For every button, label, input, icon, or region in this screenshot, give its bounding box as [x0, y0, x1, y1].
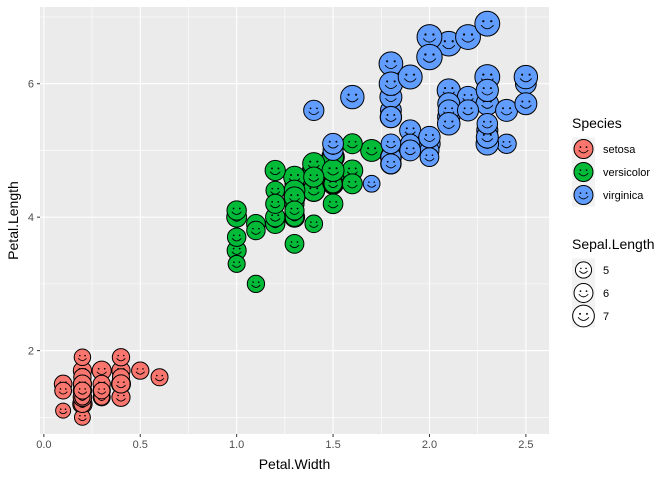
data-point-virginica [399, 139, 422, 162]
y-tick-label: 4 [28, 212, 34, 224]
data-point-versicolor [322, 193, 344, 215]
data-point-virginica [495, 98, 519, 122]
data-point-setosa [55, 402, 72, 419]
legend-label-versicolor: versicolor [603, 167, 650, 179]
data-point-setosa [150, 368, 169, 387]
data-point-virginica [362, 174, 381, 193]
data-point-virginica [496, 133, 517, 154]
data-point-virginica [322, 132, 344, 155]
data-point-versicolor [226, 240, 247, 261]
y-axis-title: Petal.Length [5, 181, 21, 260]
data-point-virginica [416, 43, 443, 71]
data-point-virginica [340, 84, 365, 110]
data-point-virginica [397, 64, 423, 90]
data-point-versicolor [321, 158, 345, 182]
data-point-setosa [73, 348, 92, 366]
data-point-virginica [476, 113, 499, 135]
data-point-virginica [303, 99, 325, 122]
size-legend-key-7 [572, 304, 595, 328]
size-legend: Sepal.Length 5 6 7 [572, 236, 655, 328]
size-legend-title: Sepal.Length [572, 236, 655, 252]
y-tick-label: 6 [28, 79, 34, 91]
data-point-versicolor [246, 274, 266, 294]
x-tick-label: 0.5 [133, 439, 148, 451]
legend-key-virginica [573, 185, 594, 205]
data-point-versicolor [226, 227, 247, 247]
data-point-virginica [418, 125, 441, 149]
data-point-virginica [513, 64, 539, 90]
legend-label-setosa: setosa [603, 144, 636, 156]
data-point-versicolor [227, 254, 246, 273]
y-axis: 2 4 6 [28, 79, 40, 358]
x-tick-label: 1.5 [325, 439, 340, 451]
legend-key-versicolor [573, 162, 594, 182]
size-legend-label-7: 7 [603, 311, 609, 323]
legend-label-virginica: virginica [603, 190, 644, 202]
data-point-setosa [73, 408, 91, 426]
data-point-setosa [111, 374, 131, 394]
x-axis: 0.0 0.5 1.0 1.5 2.0 2.5 [36, 434, 534, 451]
data-point-virginica [380, 133, 402, 155]
data-point-versicolor [284, 200, 305, 221]
data-point-versicolor [341, 173, 363, 195]
data-point-virginica [475, 78, 499, 103]
species-legend-title: Species [572, 115, 622, 131]
size-legend-key-5 [574, 261, 593, 279]
data-point-virginica [379, 106, 402, 129]
data-point-virginica [416, 24, 443, 50]
data-point-versicolor [246, 220, 266, 241]
size-legend-label-6: 6 [603, 288, 609, 300]
data-point-versicolor [304, 214, 324, 234]
x-tick-label: 2.0 [422, 439, 437, 451]
data-point-versicolor [341, 133, 363, 155]
data-points [53, 10, 539, 426]
size-legend-key-6 [573, 283, 594, 303]
data-point-setosa [92, 381, 111, 400]
x-tick-label: 2.5 [518, 439, 533, 451]
data-point-versicolor [265, 193, 286, 214]
x-tick-label: 1.0 [229, 439, 244, 451]
data-point-virginica [455, 24, 481, 50]
data-point-versicolor [284, 233, 305, 254]
data-point-versicolor [226, 200, 247, 221]
data-point-versicolor [303, 166, 325, 188]
x-tick-label: 0.0 [36, 439, 51, 451]
y-tick-label: 2 [28, 346, 34, 358]
data-point-virginica [380, 153, 402, 175]
data-point-setosa [111, 348, 131, 367]
data-point-virginica [419, 147, 440, 168]
data-point-versicolor [264, 159, 286, 182]
data-point-setosa [131, 361, 150, 380]
size-legend-label-5: 5 [603, 265, 609, 277]
data-point-setosa [73, 381, 92, 400]
legend-key-setosa [573, 139, 594, 159]
data-point-virginica [474, 10, 501, 37]
data-point-versicolor [360, 138, 384, 162]
species-legend: Species setosa versicolor virginica [572, 115, 650, 207]
data-point-virginica [456, 99, 480, 122]
data-point-setosa [54, 381, 73, 400]
x-axis-title: Petal.Width [259, 456, 331, 472]
data-point-virginica [436, 111, 461, 136]
data-point-virginica [514, 92, 538, 116]
